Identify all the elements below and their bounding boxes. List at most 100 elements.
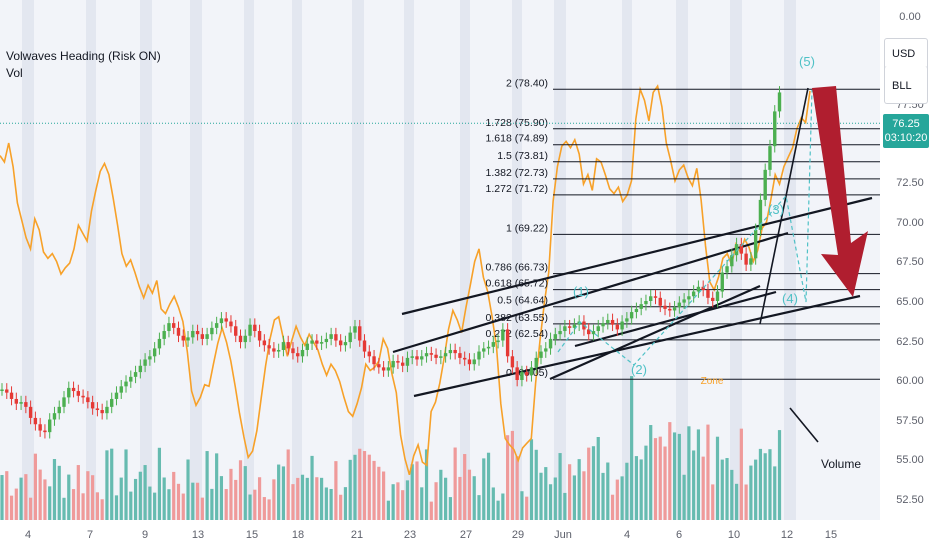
volume-bar: [672, 432, 677, 520]
wave-label: (4): [782, 291, 798, 306]
volume-bar: [138, 471, 142, 520]
candle-body: [219, 318, 224, 324]
volume-bar: [229, 468, 233, 520]
candle-body: [57, 406, 61, 414]
candle-body: [124, 381, 128, 387]
channel-line: [401, 196, 873, 316]
candle-body: [214, 323, 219, 328]
candle-body: [472, 359, 476, 365]
x-tick-label: 23: [404, 529, 416, 541]
volume-bar: [668, 422, 672, 520]
volume-bar: [257, 477, 262, 520]
volume-bar: [587, 447, 591, 520]
overlay-line: [0, 84, 811, 476]
candle-body: [52, 413, 57, 420]
volume-bar: [548, 484, 553, 520]
volume-bar: [477, 495, 481, 520]
volume-bar: [114, 495, 119, 520]
volume-bar: [720, 459, 724, 520]
candle-body: [200, 334, 205, 339]
volume-bar: [520, 491, 524, 520]
candle-body: [14, 398, 19, 404]
unit-label[interactable]: BLL: [892, 80, 912, 92]
candle-body: [687, 296, 691, 300]
x-tick-label: 27: [460, 529, 472, 541]
candle-body: [658, 297, 662, 306]
candle-body: [453, 349, 457, 354]
candle-body: [76, 391, 81, 396]
channel-line: [392, 231, 789, 354]
candle-body: [253, 324, 257, 332]
candle-body: [191, 331, 195, 338]
candle-body: [9, 392, 14, 399]
x-tick-label: 10: [728, 529, 740, 541]
candle-body: [505, 329, 510, 357]
volume-bar: [224, 489, 228, 520]
candle-body: [477, 351, 481, 360]
volume-bar: [372, 460, 376, 520]
candle-body: [305, 343, 309, 350]
candle-body: [501, 329, 505, 341]
indicator-title: Volwaves Heading (Risk ON): [6, 49, 161, 63]
candle-body: [95, 408, 100, 411]
candle-body: [224, 318, 228, 322]
volume-bar: [749, 465, 753, 520]
volume-bar: [186, 459, 190, 520]
fib-label: 1.618 (74.89): [486, 133, 548, 145]
volume-annotation: Volume: [821, 457, 861, 471]
x-tick-label: 29: [512, 529, 524, 541]
candle-body: [434, 354, 438, 358]
candle-body: [400, 362, 405, 366]
volume-bar: [725, 458, 729, 520]
x-tick-label: 4: [25, 529, 31, 541]
candle-body: [691, 291, 696, 297]
volume-bar: [410, 464, 414, 520]
candle-body: [420, 356, 424, 360]
volume-bar: [486, 452, 491, 520]
candle-body: [548, 338, 553, 349]
volume-bar: [630, 376, 634, 520]
volume-bar: [553, 477, 557, 520]
volume-bar: [0, 475, 4, 520]
x-tick-label: 12: [781, 529, 793, 541]
volume-bar: [153, 492, 157, 520]
candle-body: [286, 342, 290, 349]
volume-bar: [267, 499, 271, 520]
candle-body: [730, 255, 734, 267]
y-tick-label: 70.00: [896, 217, 924, 229]
channel-line: [413, 294, 861, 398]
candle-body: [181, 335, 185, 341]
currency-label[interactable]: USD: [892, 48, 916, 60]
candle-body: [272, 348, 276, 352]
candle-body: [0, 389, 4, 391]
volume-bar: [105, 450, 109, 520]
candle-body: [238, 335, 243, 343]
candle-body: [391, 361, 395, 368]
volume-bar: [758, 448, 763, 520]
candle-body: [90, 402, 95, 409]
volume-bar: [119, 477, 123, 520]
wave-label: (2): [631, 362, 647, 377]
volume-bar: [463, 454, 467, 520]
candle-body: [367, 351, 371, 357]
candle-body: [377, 364, 381, 368]
volume-legend: Vol: [6, 66, 23, 80]
volume-bar: [248, 494, 252, 520]
volume-bar: [534, 449, 538, 520]
volume-bar: [420, 487, 424, 520]
volume-bar: [277, 464, 281, 520]
volume-bar: [458, 476, 462, 520]
trend-line: [759, 87, 809, 325]
candle-body: [229, 321, 233, 327]
volume-bar: [615, 479, 619, 520]
candle-body: [257, 331, 262, 341]
volume-bar: [434, 482, 438, 520]
unit-button[interactable]: [884, 66, 928, 104]
candle-body: [81, 395, 85, 398]
fib-label: 0.618 (65.72): [486, 278, 548, 290]
candle-body: [48, 419, 52, 433]
candle-body: [186, 337, 190, 341]
volume-bar: [596, 436, 600, 520]
